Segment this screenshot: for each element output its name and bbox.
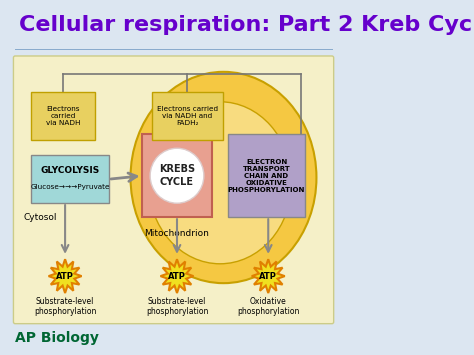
Text: CYCLE: CYCLE xyxy=(160,177,194,187)
Text: Electrons carried
via NADH and
FADH₂: Electrons carried via NADH and FADH₂ xyxy=(157,106,218,126)
Text: Substrate-level
phosphorylation: Substrate-level phosphorylation xyxy=(146,296,208,316)
Text: KREBS: KREBS xyxy=(159,164,195,174)
Text: Electrons
carried
via NADH: Electrons carried via NADH xyxy=(46,106,81,126)
FancyBboxPatch shape xyxy=(13,56,334,324)
Text: Glucose→→→Pyruvate: Glucose→→→Pyruvate xyxy=(30,184,110,190)
Text: ATP: ATP xyxy=(168,272,186,280)
FancyBboxPatch shape xyxy=(31,92,95,140)
Text: Cellular respiration: Part 2 Kreb Cycle: Cellular respiration: Part 2 Kreb Cycle xyxy=(18,16,474,36)
Polygon shape xyxy=(48,259,82,293)
Polygon shape xyxy=(252,259,285,293)
FancyBboxPatch shape xyxy=(31,155,109,203)
Text: Cytosol: Cytosol xyxy=(24,213,57,222)
Text: Mitochondrion: Mitochondrion xyxy=(144,229,209,237)
FancyBboxPatch shape xyxy=(142,134,212,217)
Text: GLYCOLYSIS: GLYCOLYSIS xyxy=(41,166,100,175)
Polygon shape xyxy=(161,259,193,293)
Ellipse shape xyxy=(148,102,292,264)
Ellipse shape xyxy=(130,72,317,283)
Text: ATP: ATP xyxy=(56,272,74,280)
FancyBboxPatch shape xyxy=(228,134,305,217)
Text: ATP: ATP xyxy=(259,272,277,280)
Text: Substrate-level
phosphorylation: Substrate-level phosphorylation xyxy=(34,296,96,316)
FancyBboxPatch shape xyxy=(152,92,223,140)
Text: ELECTRON
TRANSPORT
CHAIN AND
OXIDATIVE
PHOSPHORYLATION: ELECTRON TRANSPORT CHAIN AND OXIDATIVE P… xyxy=(228,159,305,193)
Circle shape xyxy=(150,148,204,203)
Text: Oxidative
phosphorylation: Oxidative phosphorylation xyxy=(237,296,300,316)
Text: AP Biology: AP Biology xyxy=(15,331,99,345)
